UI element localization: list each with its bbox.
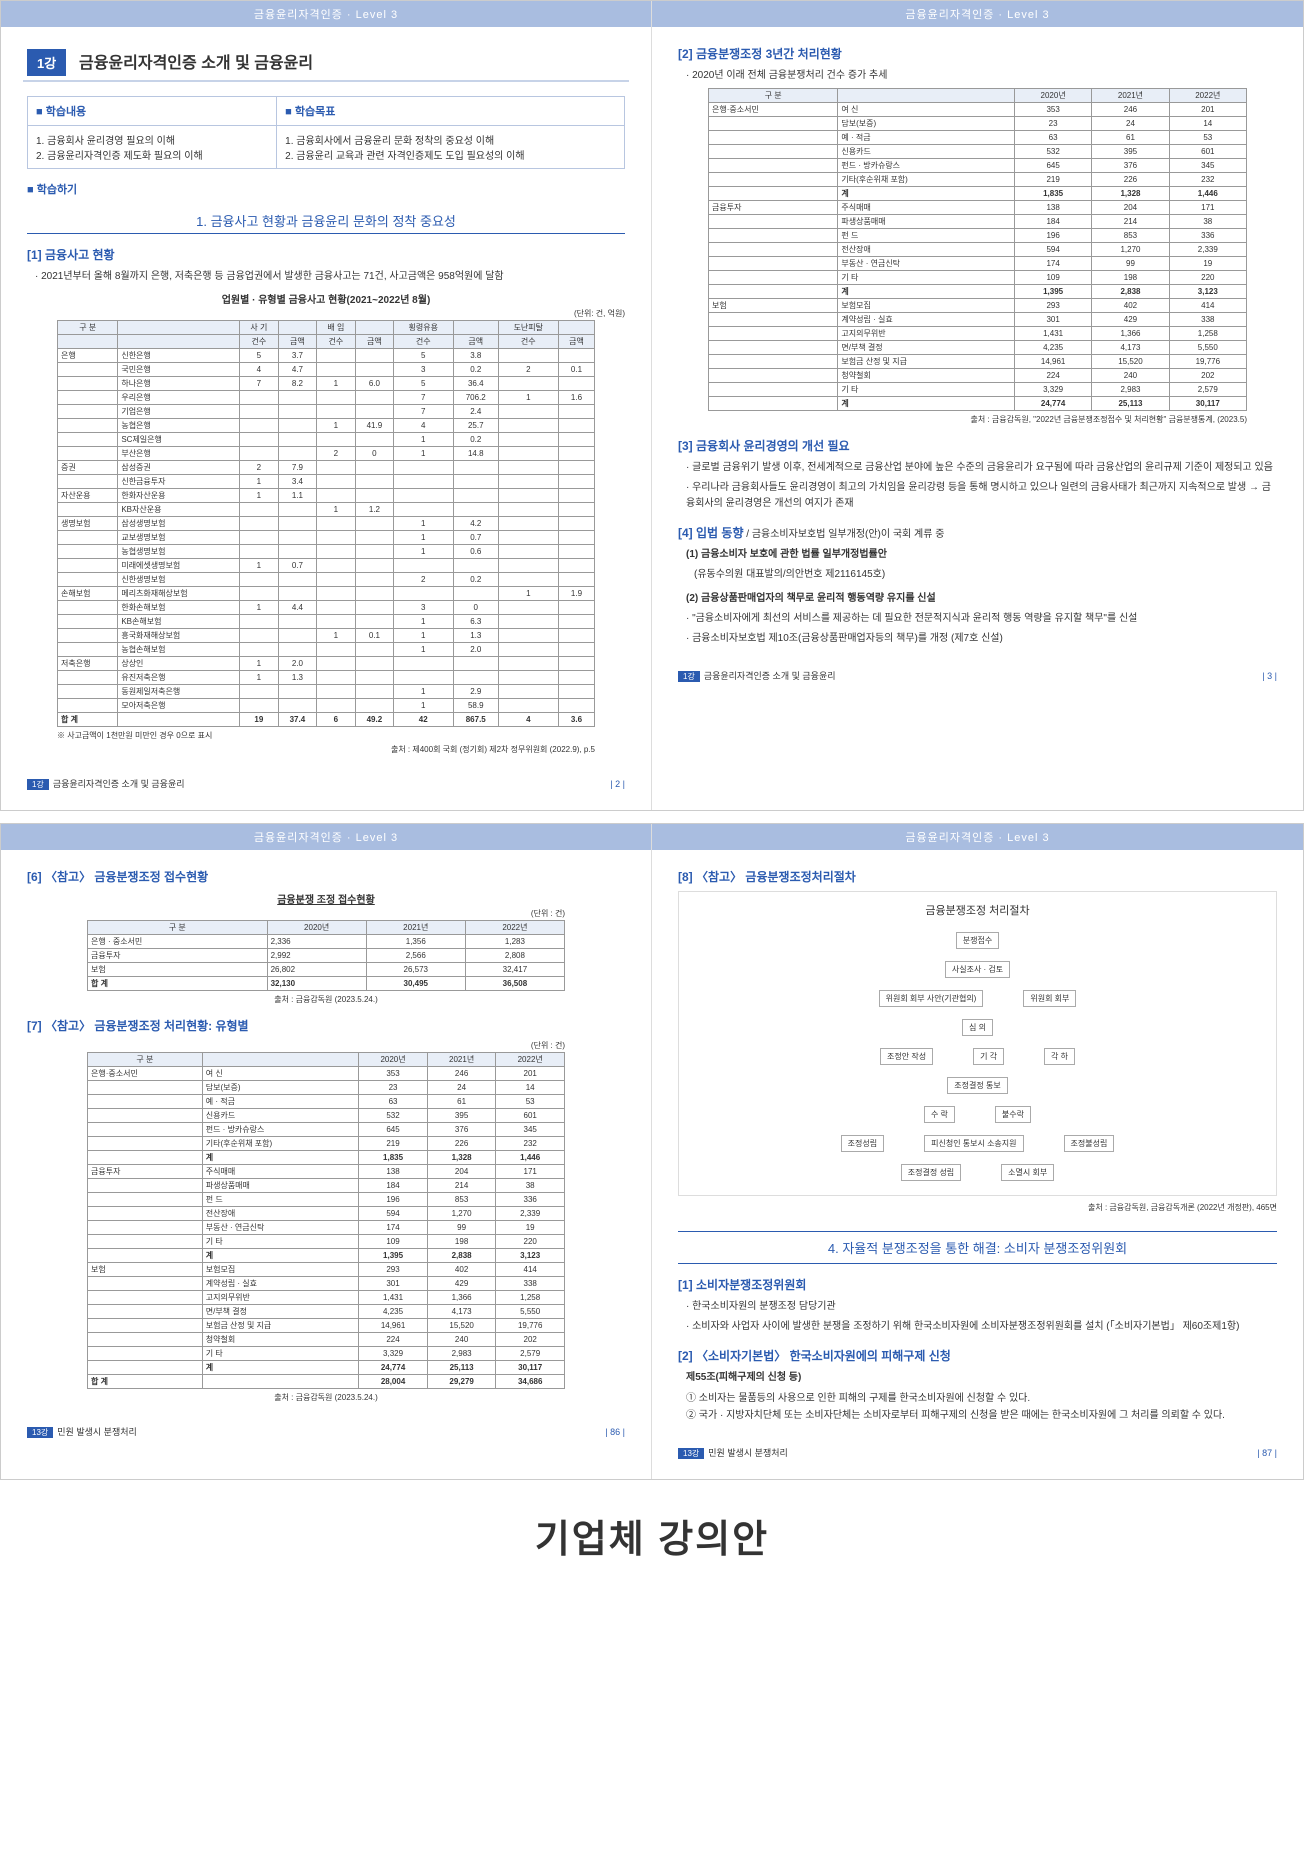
page-2: 금융윤리자격인증 · Level 3 1강 금융윤리자격인증 소개 및 금융윤리…: [1, 1, 652, 810]
flow-node: 조정결정 성립: [901, 1164, 961, 1181]
header-bar: 금융윤리자격인증 · Level 3: [1, 1, 651, 27]
sub-4: [4] 입법 동향 / 금융소비자보호법 일부개정(안)이 국회 계류 중: [678, 524, 1277, 541]
cap6: 금융분쟁 조정 접수현황: [27, 891, 625, 906]
b1: ① 소비자는 물품등의 사용으로 인한 피해의 구제를 한국소비자원에 신청할 …: [686, 1390, 1277, 1407]
b3a: · 글로벌 금융위기 발생 이후, 전세계적으로 금융산업 분야에 높은 수준의…: [686, 460, 1277, 476]
section-4: 4. 자율적 분쟁조정을 통한 해결: 소비자 분쟁조정위원회: [678, 1231, 1277, 1264]
section-1: 1. 금융사고 현황과 금융윤리 문화의 정착 중요성: [27, 211, 625, 234]
header-bar: 금융윤리자격인증 · Level 3: [652, 1, 1303, 27]
receipt-table: 구 분2020년2021년2022년은행 · 중소서민2,3361,3561,2…: [87, 920, 565, 991]
src8: 출처 : 금융감독원, 금융감독개론 (2022년 개정판), 465면: [678, 1202, 1277, 1213]
bullet-2: · 2020년 이래 전체 금융분쟁처리 건수 증가 추세: [686, 68, 1277, 84]
incident-table: 구 분사 기배 임횡령유용도난피탈건수금액건수금액건수금액건수금액은행신한은행5…: [57, 320, 595, 727]
flow-node: 각 하: [1044, 1048, 1075, 1065]
flow-node: 피신청인 통보시 소송지원: [924, 1135, 1023, 1152]
page-number: | 3 |: [1262, 671, 1277, 681]
box-h1: ■ 학습내용: [28, 97, 277, 126]
footer: 13강 민원 발생시 분쟁처리 | 86 |: [27, 1425, 625, 1438]
sub-8: [8] 〈참고〉 금융분쟁조정처리절차: [678, 868, 1277, 885]
unit7: (단위 : 건): [27, 1040, 625, 1051]
flow-node: 수 락: [924, 1106, 955, 1123]
flow-node: 위원회 회부 사안(기관협의): [879, 990, 984, 1007]
b3b: · 우리나라 금융회사들도 윤리경영이 최고의 가치임을 윤리강령 등을 통해 …: [686, 480, 1277, 512]
a2: · 소비자와 사업자 사이에 발생한 분쟁을 조정하기 위해 한국소비자원에 소…: [686, 1319, 1277, 1335]
study-label: ■ 학습하기: [27, 181, 625, 197]
table-caption: 업원별 · 유형별 금융사고 현황(2021~2022년 8월): [27, 291, 625, 306]
header-bar: 금융윤리자격인증 · Level 3: [652, 824, 1303, 850]
sub-3: [3] 금융회사 윤리경영의 개선 필요: [678, 437, 1277, 454]
flow-node: 조정성립: [841, 1135, 884, 1152]
box-h2: ■ 학습목표: [277, 97, 625, 126]
page-87: 금융윤리자격인증 · Level 3 [8] 〈참고〉 금융분쟁조정처리절차 금…: [652, 824, 1303, 1479]
note: ※ 사고금액이 1천만원 미만인 경우 0으로 표시: [27, 730, 625, 741]
unit6: (단위 : 건): [27, 908, 625, 919]
flow-node: 사실조사 · 검토: [945, 961, 1010, 978]
flow-title: 금융분쟁조정 처리절차: [689, 902, 1266, 918]
lesson-tag: 1강: [27, 49, 66, 76]
s4-2: (2) 금융상품판매업자의 책무로 윤리적 행동역량 유지를 신설: [686, 591, 1277, 607]
footer: 13강 민원 발생시 분쟁처리 | 87 |: [678, 1446, 1277, 1459]
flow-node: 위원회 회부: [1023, 990, 1076, 1007]
page-3: 금융윤리자격인증 · Level 3 [2] 금융분쟁조정 3년간 처리현황 ·…: [652, 1, 1303, 810]
sub-7: [7] 〈참고〉 금융분쟁조정 처리현황: 유형별: [27, 1017, 625, 1034]
s4-1: (1) 금융소비자 보호에 관한 법률 일부개정법률안: [686, 547, 1277, 563]
page-86: 금융윤리자격인증 · Level 3 [6] 〈참고〉 금융분쟁조정 접수현황 …: [1, 824, 652, 1479]
page-number: | 2 |: [610, 779, 625, 789]
main-title: 기업체 강의안: [0, 1508, 1304, 1563]
footer-text: 민원 발생시 분쟁처리: [57, 1427, 137, 1437]
unit: (단위: 건, 억원): [27, 308, 625, 319]
footer-tag: 1강: [27, 779, 49, 790]
lesson-title: 금융윤리자격인증 소개 및 금융윤리: [79, 55, 313, 72]
flow-node: 소멸시 회부: [1001, 1164, 1054, 1181]
flow-node: 분쟁접수: [956, 932, 999, 949]
header-bar: 금융윤리자격인증 · Level 3: [1, 824, 651, 850]
type-table: 구 분2020년2021년2022년은행·중소서민여 신353246201담보(…: [87, 1052, 565, 1389]
footer-text: 금융윤리자격인증 소개 및 금융윤리: [53, 779, 185, 789]
dispute-3yr-table: 구 분2020년2021년2022년은행·중소서민여 신353246201담보(…: [708, 88, 1247, 411]
footer-tag: 1강: [678, 671, 700, 682]
flow-node: 불수락: [995, 1106, 1031, 1123]
s4-2b: · 금융소비자보호법 제10조(금융상품판매업자등의 책무)를 개정 (제7호 …: [686, 631, 1277, 647]
b2: ② 국가 · 지방자치단체 또는 소비자단체는 소비자로부터 피해구제의 신청을…: [686, 1407, 1277, 1424]
footer: 1강 금융윤리자격인증 소개 및 금융윤리 | 3 |: [678, 669, 1277, 682]
footer: 1강 금융윤리자격인증 소개 및 금융윤리 | 2 |: [27, 777, 625, 790]
source: 출처 : 제400회 국회 (정기회) 제2차 정무위원회 (2022.9), …: [27, 744, 625, 755]
flowchart: 금융분쟁조정 처리절차 분쟁접수 사실조사 · 검토 위원회 회부 사안(기관협…: [678, 891, 1277, 1196]
study-box: ■ 학습내용■ 학습목표 1. 금융회사 윤리경영 필요의 이해2. 금융윤리자…: [27, 96, 625, 169]
bullet-1: · 2021년부터 올해 8월까지 은행, 저축은행 등 금융업권에서 발생한 …: [35, 269, 625, 285]
b-h: 제55조(피해구제의 신청 등): [686, 1370, 1277, 1386]
page-number: | 87 |: [1257, 1448, 1277, 1458]
flow-node: 조정안 작성: [880, 1048, 933, 1065]
src6: 출처 : 금융감독원 (2023.5.24.): [27, 994, 625, 1005]
footer-tag: 13강: [678, 1448, 704, 1459]
box-c1: 1. 금융회사 윤리경영 필요의 이해2. 금융윤리자격인증 제도화 필요의 이…: [28, 126, 277, 169]
sub-b: [2] 〈소비자기본법〉 한국소비자원에의 피해구제 신청: [678, 1347, 1277, 1364]
footer-text: 금융윤리자격인증 소개 및 금융윤리: [704, 671, 836, 681]
a1: · 한국소비자원의 분쟁조정 담당기관: [686, 1299, 1277, 1315]
flow-node: 조정결정 통보: [947, 1077, 1007, 1094]
s4-1-d: (유동수의원 대표발의/의안번호 제2116145호): [694, 567, 1277, 583]
lesson-heading: 1강 금융윤리자격인증 소개 및 금융윤리: [23, 45, 629, 82]
flow-node: 조정불성립: [1064, 1135, 1115, 1152]
sub-a: [1] 소비자분쟁조정위원회: [678, 1276, 1277, 1293]
flow-node: 기 각: [973, 1048, 1004, 1065]
page-number: | 86 |: [605, 1427, 625, 1437]
footer-tag: 13강: [27, 1427, 53, 1438]
flow-node: 심 의: [962, 1019, 993, 1036]
src7: 출처 : 금융감독원 (2023.5.24.): [27, 1392, 625, 1403]
sub-6: [6] 〈참고〉 금융분쟁조정 접수현황: [27, 868, 625, 885]
sub-2: [2] 금융분쟁조정 3년간 처리현황: [678, 45, 1277, 62]
sub-1: [1] 금융사고 현황: [27, 246, 625, 263]
s4-2a: · "금융소비자에게 최선의 서비스를 제공하는 데 필요한 전문적지식과 윤리…: [686, 611, 1277, 627]
footer-text: 민원 발생시 분쟁처리: [708, 1448, 788, 1458]
source-2: 출처 : 금융감독원, "2022년 금융분쟁조정접수 및 처리현황" 금융분쟁…: [678, 414, 1277, 425]
box-c2: 1. 금융회사에서 금융윤리 문화 정착의 중요성 이해2. 금융윤리 교육과 …: [277, 126, 625, 169]
